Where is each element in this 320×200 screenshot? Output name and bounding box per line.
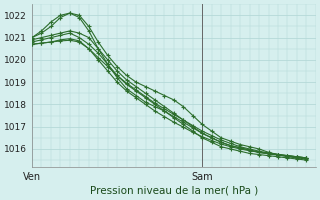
X-axis label: Pression niveau de la mer( hPa ): Pression niveau de la mer( hPa ) xyxy=(90,186,258,196)
